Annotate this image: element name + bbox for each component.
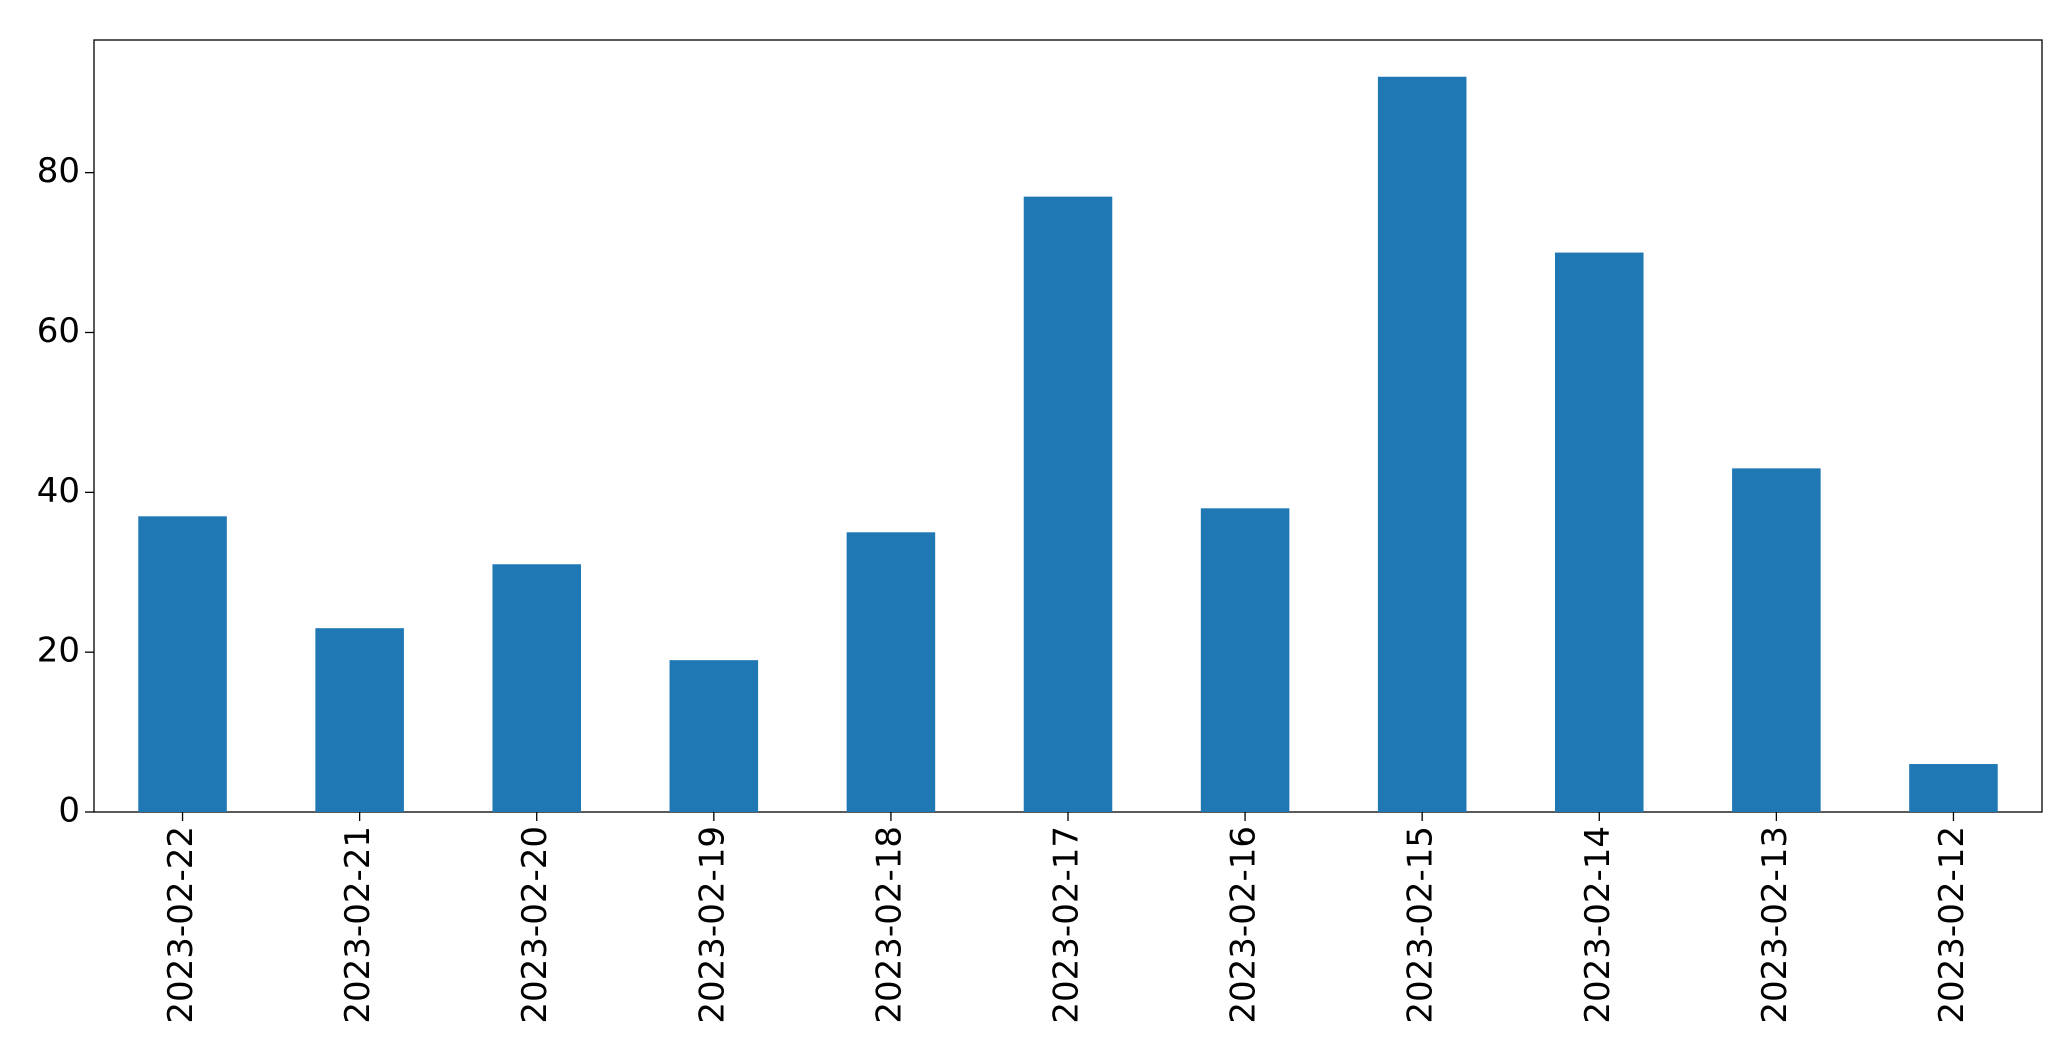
x-tick-label: 2023-02-14 — [1578, 826, 1618, 1024]
bar — [1023, 196, 1113, 812]
x-tick-label: 2023-02-16 — [1224, 826, 1264, 1024]
y-tick-label: 40 — [37, 471, 80, 511]
bar — [1732, 468, 1821, 812]
x-tick-label: 2023-02-21 — [338, 826, 378, 1024]
x-tick-label: 2023-02-22 — [161, 826, 201, 1024]
y-tick-label: 60 — [37, 311, 80, 351]
bar — [138, 516, 227, 812]
bar — [669, 660, 759, 812]
bar — [1909, 764, 1998, 812]
x-tick-label: 2023-02-20 — [515, 826, 555, 1024]
x-tick-label: 2023-02-18 — [869, 826, 909, 1024]
y-tick-label: 0 — [58, 791, 80, 831]
x-tick-label: 2023-02-15 — [1401, 826, 1441, 1024]
bar — [1200, 508, 1290, 812]
bar — [1377, 76, 1467, 812]
bar — [846, 532, 936, 812]
x-tick-label: 2023-02-19 — [692, 826, 732, 1024]
bar — [1555, 252, 1644, 812]
y-tick-label: 20 — [37, 631, 80, 671]
x-tick-label: 2023-02-17 — [1047, 826, 1087, 1024]
x-tick-label: 2023-02-12 — [1932, 826, 1972, 1024]
x-tick-label: 2023-02-13 — [1755, 826, 1795, 1024]
y-tick-label: 80 — [37, 151, 80, 191]
bar — [492, 564, 581, 812]
bar — [315, 628, 404, 812]
